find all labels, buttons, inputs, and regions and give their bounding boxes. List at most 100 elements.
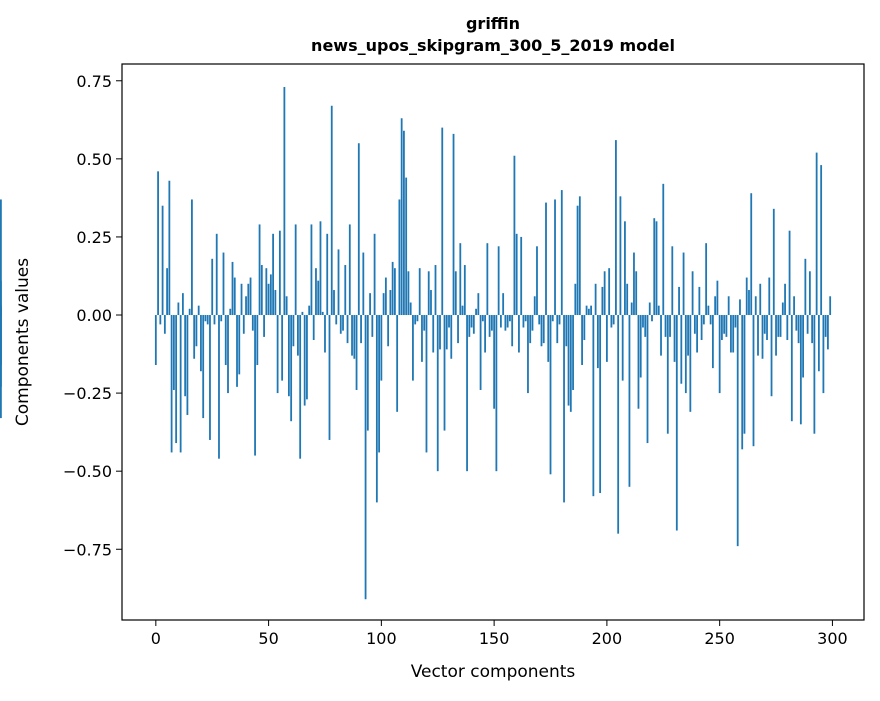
- bar: [644, 315, 647, 337]
- bar: [384, 277, 387, 316]
- x-axis-label: Vector components: [411, 662, 576, 682]
- bar: [542, 315, 545, 344]
- bar: [705, 243, 708, 316]
- bar: [527, 315, 529, 394]
- bar: [524, 315, 527, 322]
- bar: [637, 315, 640, 409]
- bar: [536, 246, 538, 316]
- bar: [799, 315, 802, 425]
- bar: [457, 315, 459, 344]
- bar: [263, 315, 265, 337]
- bar: [538, 315, 541, 325]
- bar: [734, 315, 737, 328]
- bar: [617, 315, 620, 534]
- bar: [231, 261, 234, 316]
- bar: [702, 315, 705, 325]
- bar: [179, 315, 182, 453]
- bar: [224, 315, 227, 365]
- bar: [739, 299, 741, 316]
- bar: [615, 140, 617, 316]
- bar: [824, 315, 827, 337]
- bar: [265, 268, 268, 316]
- bar: [398, 199, 401, 316]
- bar: [240, 283, 243, 316]
- bar: [698, 286, 701, 316]
- bar: [567, 315, 570, 406]
- bar: [781, 302, 784, 316]
- bar: [761, 315, 764, 359]
- bar: [696, 315, 698, 353]
- bar: [312, 315, 315, 341]
- bar: [648, 302, 651, 316]
- x-tick-label: 0: [151, 629, 161, 648]
- chart-subtitle: news_upos_skipgram_300_5_2019 model: [311, 36, 675, 55]
- bar: [294, 224, 297, 316]
- bar: [308, 305, 311, 316]
- x-tick-label: 300: [817, 629, 848, 648]
- bar: [829, 296, 832, 316]
- bar: [563, 315, 565, 503]
- bar: [804, 258, 807, 316]
- bar: [533, 296, 536, 316]
- bar: [750, 193, 753, 316]
- bar: [763, 315, 766, 334]
- bar: [709, 315, 712, 325]
- bar: [610, 315, 613, 328]
- y-axis-label: Components values: [13, 258, 33, 426]
- bar: [518, 315, 520, 353]
- bar: [813, 315, 816, 434]
- bar: [391, 261, 394, 316]
- y-tick-label: −0.75: [63, 540, 112, 559]
- bar: [556, 315, 559, 344]
- bar: [639, 315, 642, 378]
- x-tick-label: 50: [258, 629, 278, 648]
- bar: [488, 315, 491, 337]
- bar: [509, 315, 511, 322]
- bar: [339, 315, 342, 334]
- bar: [177, 302, 180, 316]
- bar: [757, 315, 759, 356]
- bar: [714, 296, 717, 316]
- bar: [515, 233, 518, 316]
- bar: [687, 315, 689, 356]
- bar: [754, 296, 757, 316]
- bar: [529, 315, 532, 344]
- bar: [168, 180, 171, 316]
- bar: [256, 315, 259, 365]
- bar: [585, 305, 588, 316]
- bar: [191, 199, 193, 316]
- bar: [743, 315, 746, 434]
- bar: [321, 311, 324, 316]
- bar: [472, 315, 475, 334]
- bar: [727, 296, 730, 316]
- bar: [624, 221, 626, 316]
- bar: [200, 315, 202, 372]
- bar: [247, 283, 250, 316]
- bar: [815, 152, 818, 316]
- bar: [608, 268, 611, 316]
- bar: [443, 315, 446, 431]
- bar: [495, 315, 498, 472]
- bar: [522, 315, 525, 328]
- bar: [506, 315, 509, 328]
- bar: [581, 315, 583, 365]
- bar: [342, 315, 344, 331]
- bar: [400, 118, 403, 316]
- bar: [545, 202, 547, 316]
- bar: [721, 315, 723, 341]
- bar: [669, 315, 671, 337]
- bar: [619, 196, 622, 316]
- bar: [269, 274, 272, 316]
- bar: [558, 315, 561, 325]
- bar: [549, 315, 552, 475]
- bar: [682, 252, 685, 316]
- bar: [741, 315, 744, 450]
- bar: [337, 249, 340, 316]
- bar: [748, 290, 750, 316]
- bar: [387, 315, 390, 347]
- bar: [752, 315, 755, 447]
- bar: [215, 233, 218, 316]
- bar: [211, 258, 214, 316]
- bar: [817, 315, 820, 372]
